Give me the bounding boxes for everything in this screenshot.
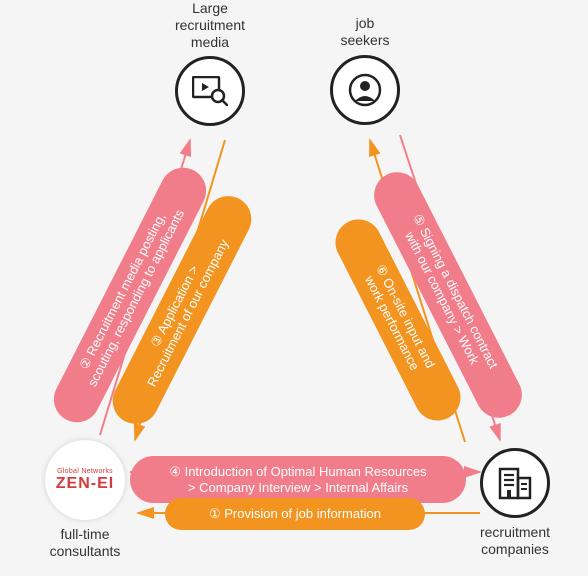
- diagram-stage: ② Recruitment media posting, scouting, r…: [0, 0, 588, 576]
- edge-1-pill: ① Provision of job information: [165, 498, 425, 530]
- node-zenei: Global Networks ZEN-EI full-time consult…: [30, 440, 140, 560]
- node-zenei-label: full-time consultants: [30, 526, 140, 560]
- node-media-label: Large recruitment media: [150, 0, 270, 50]
- zenei-big-text: ZEN-EI: [56, 475, 114, 493]
- building-icon: [480, 448, 550, 518]
- zenei-logo-icon: Global Networks ZEN-EI: [45, 440, 125, 520]
- media-search-icon: [175, 56, 245, 126]
- edge-4-pill: ④ Introduction of Optimal Human Resource…: [130, 456, 466, 503]
- edge-4-text-2: > Company Interview > Internal Affairs: [148, 480, 448, 496]
- edge-4-text-1: ④ Introduction of Optimal Human Resource…: [169, 464, 426, 479]
- node-companies: recruitment companies: [460, 448, 570, 558]
- node-seekers: job seekers: [305, 15, 425, 125]
- node-seekers-label: job seekers: [305, 15, 425, 49]
- node-companies-label: recruitment companies: [460, 524, 570, 558]
- edge-1-text-1: ① Provision of job information: [209, 506, 381, 521]
- person-icon: [330, 55, 400, 125]
- zenei-small-text: Global Networks: [57, 468, 113, 475]
- node-media: Large recruitment media: [150, 0, 270, 126]
